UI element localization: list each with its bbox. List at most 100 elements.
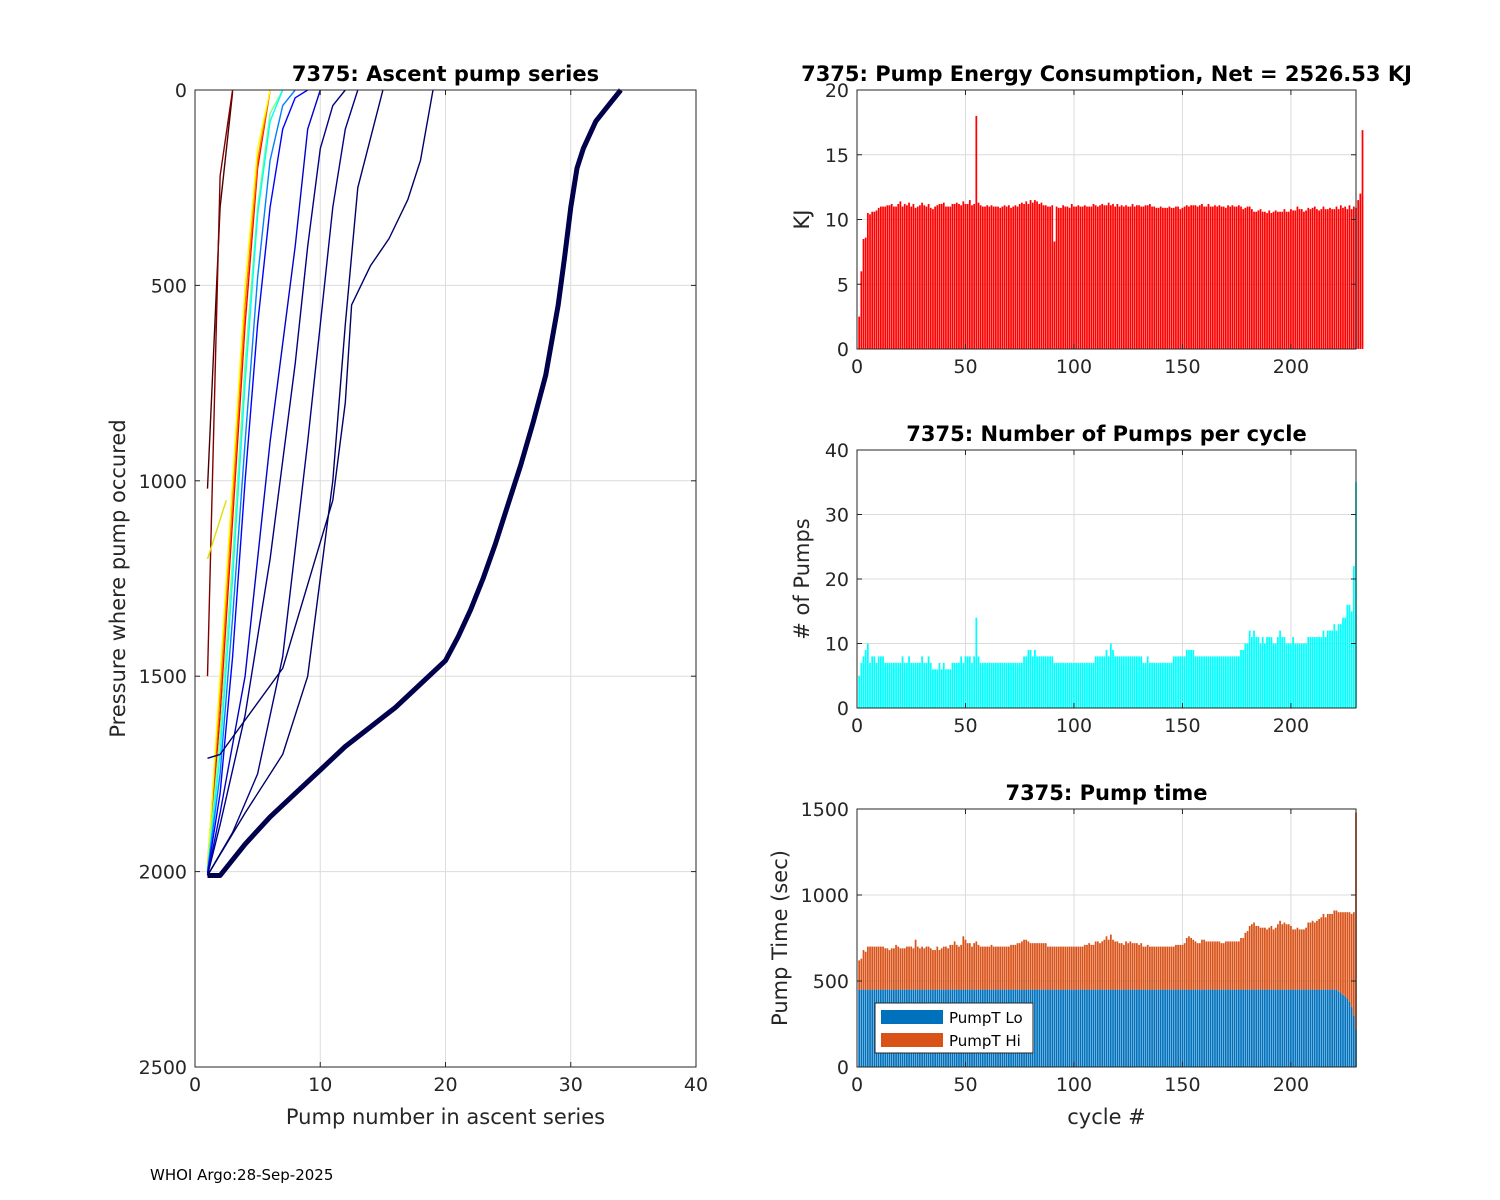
bar xyxy=(1175,206,1177,349)
bar-pumpt-lo xyxy=(1081,989,1084,1067)
bar xyxy=(1044,656,1047,708)
bar-pumpt-hi xyxy=(1255,925,1258,990)
bar-pumpt-lo xyxy=(1190,989,1192,1067)
bar xyxy=(1049,656,1051,708)
bar xyxy=(1335,206,1338,349)
bar-pumpt-lo xyxy=(1086,989,1088,1067)
bar-pumpt-hi xyxy=(953,941,956,990)
series-line xyxy=(206,89,271,868)
bar xyxy=(1224,656,1227,708)
bar-pumpt-hi xyxy=(1172,946,1175,990)
series-line xyxy=(206,89,284,870)
x-tick-label: 200 xyxy=(1273,715,1309,737)
bar xyxy=(1005,206,1008,349)
bar-pumpt-hi xyxy=(992,946,995,990)
bar xyxy=(1157,662,1160,708)
bar xyxy=(947,669,949,708)
bar xyxy=(1129,656,1132,708)
bar xyxy=(1090,206,1093,349)
bar-pumpt-lo xyxy=(1326,989,1329,1067)
bar-pumpt-lo xyxy=(1324,989,1327,1067)
chart-title: 7375: Ascent pump series xyxy=(292,62,599,86)
x-tick-label: 0 xyxy=(851,356,863,378)
bar xyxy=(962,662,965,708)
x-axis-label: cycle # xyxy=(1067,1105,1146,1129)
bar-pumpt-lo xyxy=(1162,989,1164,1067)
bar-pumpt-hi xyxy=(1281,924,1284,990)
bar xyxy=(897,203,900,349)
bar-pumpt-lo xyxy=(1309,989,1312,1067)
bar xyxy=(1320,637,1323,708)
footer-stamp: WHOI Argo:28-Sep-2025 xyxy=(150,1166,334,1184)
bar xyxy=(1012,662,1015,708)
bar-pumpt-hi xyxy=(1316,920,1318,990)
bar xyxy=(1047,206,1049,349)
bar-pumpt-hi xyxy=(1290,925,1292,990)
bar-pumpt-lo xyxy=(1131,989,1134,1067)
bar-pumpt-hi xyxy=(1060,946,1062,990)
bar xyxy=(942,662,945,708)
bar-pumpt-hi xyxy=(1044,943,1047,990)
bar-pumpt-hi xyxy=(1112,939,1114,990)
bar-pumpt-lo xyxy=(1192,989,1195,1067)
x-tick-label: 40 xyxy=(684,1074,708,1096)
bar-pumpt-hi xyxy=(1047,946,1049,990)
bar-pumpt-hi xyxy=(873,946,876,990)
bar-pumpt-lo xyxy=(1211,989,1214,1067)
bar xyxy=(1157,207,1160,349)
bar xyxy=(886,205,889,349)
bar-pumpt-lo xyxy=(1320,989,1323,1067)
bar xyxy=(919,662,921,708)
bar xyxy=(1107,656,1110,708)
bar xyxy=(1172,656,1175,708)
pumps-per-cycle-chart: 0 50 100 150 200 0 10 20 30 40 7375: Number of Pum… xyxy=(790,422,1357,737)
bar-pumpt-lo xyxy=(1079,989,1082,1067)
bar xyxy=(1151,206,1153,349)
bar xyxy=(888,205,891,349)
bar xyxy=(1350,611,1353,708)
bar-pumpt-lo xyxy=(1107,989,1110,1067)
bar xyxy=(1112,203,1114,349)
series-line xyxy=(206,89,359,876)
bar-pumpt-hi xyxy=(1131,943,1134,990)
bar xyxy=(1099,656,1101,708)
bar xyxy=(1348,205,1351,349)
bar xyxy=(1162,207,1164,349)
bar xyxy=(1309,637,1312,708)
bar xyxy=(1268,210,1271,349)
x-tick-label: 100 xyxy=(1056,356,1092,378)
bar xyxy=(1008,662,1010,708)
bar xyxy=(1274,643,1277,708)
bar xyxy=(877,656,880,708)
bar xyxy=(984,662,986,708)
bar-pumpt-lo xyxy=(1344,996,1347,1067)
bar xyxy=(1229,206,1232,349)
bar xyxy=(988,206,991,349)
bar xyxy=(864,649,867,708)
bar-pumpt-hi xyxy=(1040,943,1043,990)
bar-pumpt-lo xyxy=(1313,989,1316,1067)
bar xyxy=(1062,205,1064,349)
bar xyxy=(873,656,876,708)
bar-pumpt-lo xyxy=(1092,989,1095,1067)
bar xyxy=(1118,656,1121,708)
bar xyxy=(1057,662,1060,708)
bar-pumpt-hi xyxy=(1183,943,1186,990)
bar-pumpt-hi xyxy=(1081,946,1084,990)
y-tick-label: 15 xyxy=(825,145,849,167)
bar-pumpt-hi xyxy=(1192,939,1195,990)
bar-pumpt-hi xyxy=(908,946,910,990)
bar xyxy=(1279,630,1281,708)
bar-pumpt-hi xyxy=(1240,938,1242,990)
bar xyxy=(1051,656,1054,708)
series-line xyxy=(206,89,234,677)
bar xyxy=(1248,630,1251,708)
x-tick-label: 50 xyxy=(953,715,977,737)
bar xyxy=(960,656,963,708)
bar-pumpt-hi xyxy=(1077,946,1080,990)
bar xyxy=(858,316,861,350)
bar xyxy=(1329,630,1331,708)
bar xyxy=(1320,209,1323,349)
bar-pumpt-lo xyxy=(1066,989,1069,1067)
bar-pumpt-lo xyxy=(1075,989,1077,1067)
